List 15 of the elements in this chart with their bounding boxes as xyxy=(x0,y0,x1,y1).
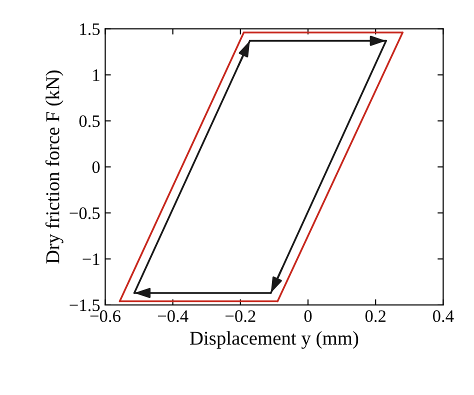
x-axis-title: Displacement y (mm) xyxy=(190,331,358,349)
x-tick-label: 0.4 xyxy=(433,310,454,322)
x-tick-label: 0 xyxy=(304,310,312,322)
x-tick-label: −0.4 xyxy=(158,310,188,322)
x-tick-label: −0.6 xyxy=(90,310,120,322)
y-axis-title: Dry friction force F (kN) xyxy=(45,70,64,264)
y-tick-label: −1 xyxy=(82,253,100,265)
x-tick-label: 0.2 xyxy=(365,310,386,322)
y-tick-label: −0.5 xyxy=(70,207,100,220)
y-tick-label: 0.5 xyxy=(79,115,100,128)
x-tick-label: −0.2 xyxy=(226,310,256,322)
y-tick-label: −1.5 xyxy=(70,300,100,312)
y-tick-label: 0 xyxy=(92,161,100,174)
y-tick-label: 1 xyxy=(93,69,100,81)
y-tick-label: 1.5 xyxy=(80,23,100,36)
